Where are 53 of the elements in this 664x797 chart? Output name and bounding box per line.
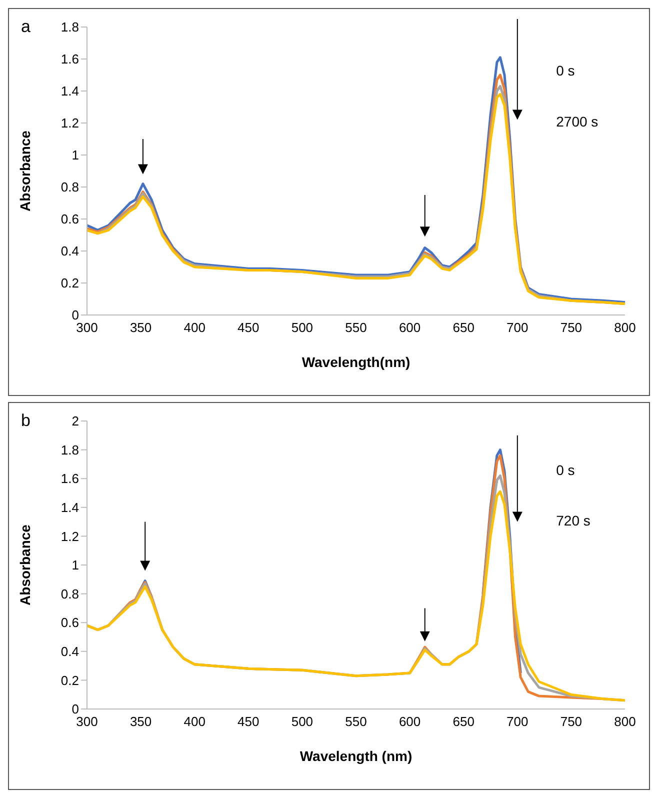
x-tick-label: 650: [452, 714, 474, 730]
annotation: 720 s: [556, 512, 590, 529]
x-tick-label: 350: [130, 320, 152, 336]
y-tick-label: 1.6: [60, 52, 79, 67]
x-tick-label: 700: [506, 320, 528, 336]
y-tick-label: 1: [72, 148, 79, 163]
x-tick-label: 550: [345, 320, 367, 336]
chart-title: a: [21, 17, 30, 37]
y-tick-label: 0.4: [60, 644, 79, 660]
y-tick-label: 2: [72, 414, 79, 429]
x-axis-title: Wavelength(nm): [302, 354, 410, 370]
chart-title: b: [21, 411, 30, 431]
x-tick-label: 500: [291, 320, 314, 336]
y-tick-label: 0: [72, 702, 79, 717]
annotation: 2700 s: [556, 114, 598, 130]
x-tick-label: 800: [614, 714, 636, 730]
x-tick-label: 400: [184, 320, 206, 336]
x-tick-label: 350: [130, 714, 152, 730]
y-tick-label: 1.2: [60, 116, 79, 131]
y-tick-label: 1.2: [60, 528, 79, 544]
y-tick-label: 0.4: [60, 244, 79, 259]
y-tick-label: 0.6: [60, 615, 79, 630]
x-tick-label: 450: [238, 320, 260, 336]
y-axis-title: Absorbance: [16, 130, 33, 212]
x-axis-title: Wavelength (nm): [300, 748, 412, 764]
x-tick-label: 600: [398, 714, 421, 730]
x-tick-label: 450: [238, 714, 260, 730]
y-tick-label: 1.4: [60, 84, 79, 99]
x-tick-label: 500: [291, 714, 314, 730]
x-tick-label: 650: [452, 320, 474, 336]
y-tick-label: 0.2: [60, 276, 79, 291]
x-tick-label: 700: [506, 714, 528, 730]
x-tick-label: 750: [560, 714, 582, 730]
x-tick-label: 300: [76, 320, 98, 336]
y-tick-label: 1.6: [60, 471, 79, 486]
y-tick-label: 0.8: [60, 180, 79, 195]
y-tick-label: 1.4: [60, 500, 79, 516]
x-tick-label: 600: [398, 320, 421, 336]
x-tick-label: 800: [614, 320, 636, 336]
y-tick-label: 0.8: [60, 586, 79, 602]
x-tick-label: 550: [345, 714, 367, 730]
y-tick-label: 1.8: [60, 442, 79, 458]
x-tick-label: 400: [184, 714, 206, 730]
y-axis-title: Absorbance: [16, 524, 33, 606]
y-tick-label: 0.2: [60, 672, 79, 688]
x-tick-label: 750: [560, 320, 582, 336]
y-tick-label: 1.8: [60, 20, 79, 35]
x-tick-label: 300: [76, 714, 98, 730]
annotation: 0 s: [556, 462, 575, 478]
y-tick-label: 1: [72, 558, 79, 573]
annotation: 0 s: [556, 62, 575, 79]
y-tick-label: 0: [72, 308, 79, 323]
y-tick-label: 0.6: [60, 212, 79, 227]
